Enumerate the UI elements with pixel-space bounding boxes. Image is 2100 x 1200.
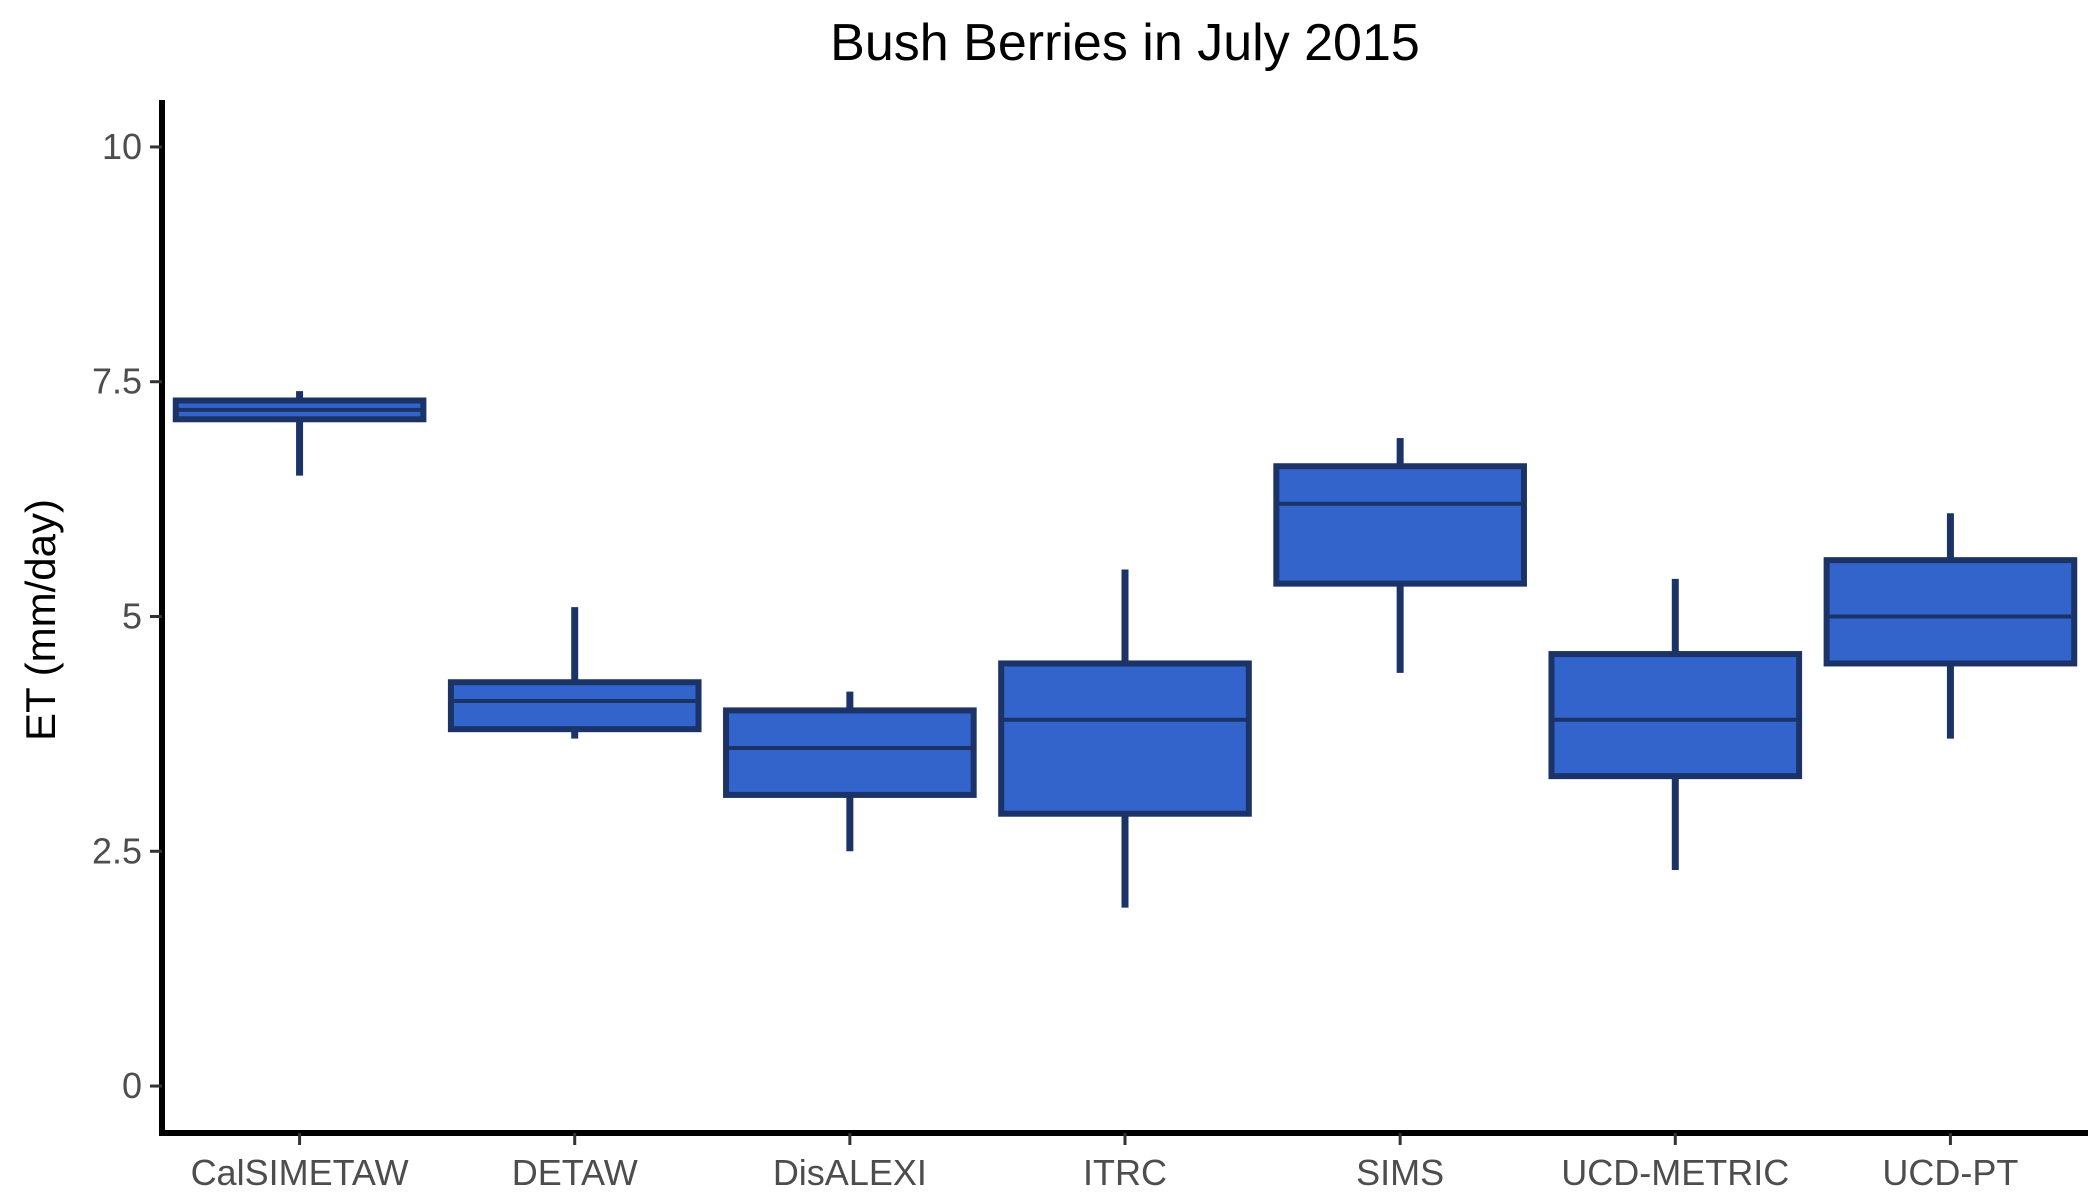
x-tick-label: DisALEXI xyxy=(773,1152,927,1193)
chart-title: Bush Berries in July 2015 xyxy=(830,14,1420,72)
plot-area: 0 2.5 5 7.5 10 CalSIMETAW DETAW DisALEXI ITRC SIM… xyxy=(92,100,2088,1193)
box-iqr xyxy=(998,660,1252,817)
x-tick-label: UCD-PT xyxy=(1882,1152,2018,1193)
box-iqr xyxy=(1548,651,1803,780)
box-iqr xyxy=(723,707,977,798)
x-tick-label: UCD-METRIC xyxy=(1561,1152,1789,1193)
x-tick-label: ITRC xyxy=(1083,1152,1167,1193)
y-tick-label: 5 xyxy=(122,596,142,637)
x-tick-label: DETAW xyxy=(512,1152,638,1193)
box-iqr xyxy=(447,679,702,733)
y-tick-label: 7.5 xyxy=(92,361,142,402)
x-tick-label: SIMS xyxy=(1356,1152,1444,1193)
x-tick-label: CalSIMETAW xyxy=(191,1152,409,1193)
box-iqr xyxy=(1823,557,2078,667)
y-tick-label: 10 xyxy=(102,126,142,167)
y-axis-title: ET (mm/day) xyxy=(17,499,64,741)
y-tick-label: 2.5 xyxy=(92,830,142,871)
y-tick-label: 0 xyxy=(122,1065,142,1106)
box-iqr xyxy=(1273,463,1527,587)
